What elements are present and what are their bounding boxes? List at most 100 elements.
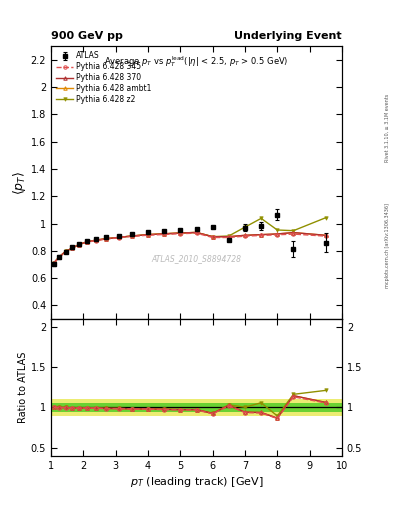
Pythia 6.428 345 (275, 232, 280, 238)
Pythia 6.428 ambt1 (194, 229, 199, 236)
Pythia 6.428 z2 (51, 260, 56, 266)
Pythia 6.428 370 (84, 239, 89, 245)
Pythia 6.428 z2 (76, 242, 81, 248)
Pythia 6.428 z2 (275, 227, 280, 233)
Pythia 6.428 z2 (94, 237, 99, 243)
Text: Average $p_T$ vs $p_T^{\rm lead}$(|$\eta$| < 2.5, $p_T$ > 0.5 GeV): Average $p_T$ vs $p_T^{\rm lead}$(|$\eta… (104, 54, 289, 69)
Pythia 6.428 370 (242, 232, 247, 239)
Pythia 6.428 345 (162, 231, 167, 238)
Pythia 6.428 ambt1 (84, 239, 89, 245)
Pythia 6.428 ambt1 (275, 231, 280, 237)
Bar (51, 399, 342, 416)
Y-axis label: $\langle p_T \rangle$: $\langle p_T \rangle$ (11, 170, 28, 195)
Pythia 6.428 370 (178, 230, 183, 236)
Pythia 6.428 z2 (291, 228, 296, 234)
Pythia 6.428 345 (76, 242, 81, 248)
Pythia 6.428 z2 (210, 233, 215, 240)
Pythia 6.428 370 (57, 254, 62, 260)
Pythia 6.428 345 (210, 234, 215, 241)
Pythia 6.428 370 (70, 245, 74, 251)
Pythia 6.428 ambt1 (259, 231, 263, 238)
Pythia 6.428 ambt1 (104, 236, 108, 242)
Pythia 6.428 z2 (84, 239, 89, 245)
Legend: ATLAS, Pythia 6.428 345, Pythia 6.428 370, Pythia 6.428 ambt1, Pythia 6.428 z2: ATLAS, Pythia 6.428 345, Pythia 6.428 37… (55, 50, 153, 105)
Pythia 6.428 ambt1 (178, 230, 183, 236)
Pythia 6.428 z2 (242, 224, 247, 230)
X-axis label: $p_T$ (leading track) [GeV]: $p_T$ (leading track) [GeV] (130, 475, 263, 489)
Y-axis label: Ratio to ATLAS: Ratio to ATLAS (18, 352, 28, 423)
Pythia 6.428 345 (226, 234, 231, 241)
Text: mcplots.cern.ch [arXiv:1306.3436]: mcplots.cern.ch [arXiv:1306.3436] (385, 203, 390, 288)
Pythia 6.428 370 (94, 237, 99, 243)
Pythia 6.428 z2 (226, 233, 231, 239)
Pythia 6.428 345 (51, 261, 56, 267)
Pythia 6.428 370 (104, 236, 108, 242)
Text: ATLAS_2010_S8894728: ATLAS_2010_S8894728 (151, 254, 242, 264)
Pythia 6.428 345 (104, 236, 108, 242)
Pythia 6.428 345 (242, 233, 247, 239)
Pythia 6.428 370 (162, 231, 167, 237)
Pythia 6.428 370 (63, 248, 68, 254)
Pythia 6.428 ambt1 (94, 237, 99, 243)
Line: Pythia 6.428 345: Pythia 6.428 345 (52, 231, 327, 265)
Pythia 6.428 370 (194, 229, 199, 236)
Pythia 6.428 ambt1 (76, 242, 81, 248)
Pythia 6.428 345 (57, 254, 62, 261)
Pythia 6.428 345 (94, 238, 99, 244)
Pythia 6.428 ambt1 (130, 233, 134, 239)
Pythia 6.428 ambt1 (117, 234, 121, 241)
Line: Pythia 6.428 ambt1: Pythia 6.428 ambt1 (52, 231, 327, 265)
Pythia 6.428 ambt1 (242, 232, 247, 239)
Pythia 6.428 z2 (178, 230, 183, 236)
Text: Rivet 3.1.10, ≥ 3.1M events: Rivet 3.1.10, ≥ 3.1M events (385, 94, 390, 162)
Pythia 6.428 345 (117, 234, 121, 241)
Pythia 6.428 z2 (146, 231, 151, 238)
Pythia 6.428 ambt1 (70, 245, 74, 251)
Bar (51, 403, 342, 412)
Text: Underlying Event: Underlying Event (234, 31, 342, 40)
Pythia 6.428 ambt1 (226, 233, 231, 240)
Pythia 6.428 ambt1 (51, 260, 56, 266)
Line: Pythia 6.428 370: Pythia 6.428 370 (52, 231, 327, 265)
Pythia 6.428 ambt1 (162, 231, 167, 237)
Pythia 6.428 ambt1 (57, 254, 62, 260)
Pythia 6.428 370 (117, 234, 121, 241)
Line: Pythia 6.428 z2: Pythia 6.428 z2 (52, 216, 327, 265)
Pythia 6.428 z2 (57, 254, 62, 260)
Pythia 6.428 370 (226, 233, 231, 240)
Pythia 6.428 345 (259, 232, 263, 239)
Pythia 6.428 345 (130, 233, 134, 240)
Pythia 6.428 ambt1 (291, 229, 296, 236)
Pythia 6.428 ambt1 (323, 232, 328, 239)
Pythia 6.428 z2 (323, 215, 328, 221)
Pythia 6.428 z2 (117, 234, 121, 241)
Pythia 6.428 z2 (63, 248, 68, 254)
Pythia 6.428 345 (146, 232, 151, 238)
Pythia 6.428 345 (178, 230, 183, 237)
Pythia 6.428 ambt1 (63, 248, 68, 254)
Pythia 6.428 345 (291, 231, 296, 237)
Pythia 6.428 370 (130, 233, 134, 239)
Pythia 6.428 345 (63, 249, 68, 255)
Pythia 6.428 370 (210, 233, 215, 240)
Pythia 6.428 345 (323, 233, 328, 239)
Pythia 6.428 345 (70, 245, 74, 251)
Pythia 6.428 z2 (194, 229, 199, 236)
Pythia 6.428 ambt1 (146, 231, 151, 238)
Pythia 6.428 z2 (70, 245, 74, 251)
Pythia 6.428 345 (194, 230, 199, 236)
Pythia 6.428 ambt1 (210, 233, 215, 240)
Pythia 6.428 z2 (130, 233, 134, 239)
Pythia 6.428 z2 (104, 236, 108, 242)
Pythia 6.428 370 (146, 231, 151, 238)
Pythia 6.428 z2 (162, 231, 167, 237)
Text: 900 GeV pp: 900 GeV pp (51, 31, 123, 40)
Pythia 6.428 z2 (259, 216, 263, 222)
Pythia 6.428 345 (84, 239, 89, 245)
Pythia 6.428 370 (291, 229, 296, 236)
Pythia 6.428 370 (76, 242, 81, 248)
Pythia 6.428 370 (323, 232, 328, 239)
Pythia 6.428 370 (275, 231, 280, 237)
Pythia 6.428 370 (51, 260, 56, 266)
Pythia 6.428 370 (259, 231, 263, 238)
